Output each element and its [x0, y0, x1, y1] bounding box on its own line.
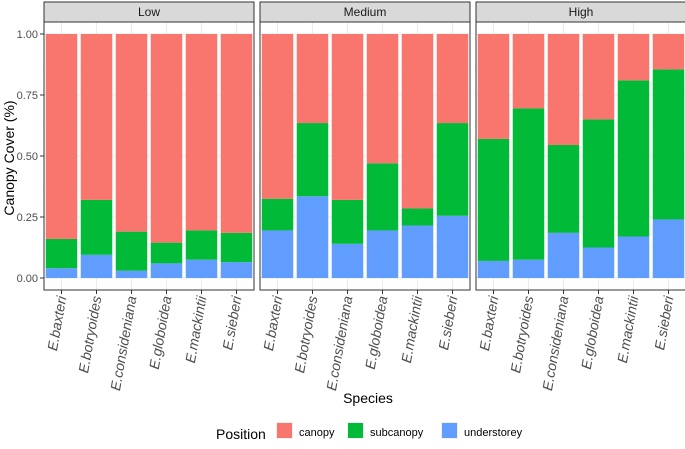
x-tick-label: E.baxteri: [44, 294, 70, 352]
bar-canopy-ebaxteri: [477, 34, 510, 139]
bar-understorey-emackintii: [185, 259, 218, 278]
legend-label-subcanopy: subcanopy: [370, 427, 424, 439]
bar-canopy-ebaxteri: [45, 34, 78, 239]
panel-border: [259, 21, 471, 291]
bar-canopy-ebotryoides: [80, 34, 113, 200]
bar-subcanopy-ebaxteri: [477, 138, 510, 261]
x-tick-label: E.baxteri: [260, 294, 286, 352]
facet-panel-medium: Medium E.baxteri E.botryoides E.considenian…: [259, 1, 471, 392]
y-axis-label: Canopy Cover (%): [1, 100, 17, 215]
x-axis-label: Species: [343, 390, 393, 406]
bar-subcanopy-ebotryoides: [296, 123, 329, 197]
bar-understorey-econsideniana: [547, 232, 580, 278]
bar-subcanopy-egloboidea: [366, 163, 399, 231]
bar-understorey-emackintii: [401, 225, 434, 278]
facet-strip-label: High: [569, 5, 594, 19]
x-tick-label: E.consideniana: [323, 295, 355, 392]
bar-canopy-emackintii: [617, 34, 650, 81]
legend-key-understorey: [442, 423, 457, 438]
x-tick-label: E.sieberi: [651, 294, 676, 351]
legend: Position canopy subcanopy understorey: [216, 422, 523, 442]
x-tick-label: E.globoidea: [146, 295, 175, 371]
x-tick-label: E.mackintii: [614, 294, 642, 364]
legend-key-subcanopy: [348, 423, 363, 438]
bar-canopy-esieberi: [436, 34, 469, 124]
bar-subcanopy-egloboidea: [582, 119, 615, 248]
bar-subcanopy-ebaxteri: [45, 238, 78, 269]
x-tick-label: E.globoidea: [362, 295, 391, 371]
bar-subcanopy-ebotryoides: [512, 108, 545, 260]
x-tick-label: E.botryoides: [291, 295, 320, 374]
bar-understorey-esieberi: [652, 219, 685, 278]
y-tick-label: 0.75: [17, 90, 38, 102]
bar-subcanopy-emackintii: [617, 80, 650, 237]
bar-canopy-esieberi: [220, 34, 253, 233]
bar-canopy-ebotryoides: [512, 34, 545, 109]
facet-strip-label: Low: [138, 5, 160, 19]
bar-subcanopy-ebotryoides: [80, 199, 113, 255]
bar-subcanopy-egloboidea: [150, 242, 183, 264]
y-tick-label: 0.25: [17, 212, 38, 224]
legend-key-canopy: [277, 423, 292, 438]
legend-title: Position: [216, 426, 266, 442]
x-tick-label: E.sieberi: [435, 294, 460, 351]
bar-canopy-esieberi: [652, 34, 685, 70]
facet-strip-label: Medium: [344, 5, 387, 19]
bar-understorey-esieberi: [436, 215, 469, 278]
bar-understorey-ebotryoides: [80, 254, 113, 278]
panel-border: [475, 21, 685, 291]
x-tick-label: E.sieberi: [219, 294, 244, 351]
bar-subcanopy-econsideniana: [115, 231, 148, 271]
bar-subcanopy-emackintii: [185, 230, 218, 260]
bar-understorey-esieberi: [220, 262, 253, 278]
bar-understorey-ebaxteri: [261, 230, 294, 278]
bar-canopy-egloboidea: [582, 34, 615, 120]
bar-understorey-ebaxteri: [477, 260, 510, 278]
bar-canopy-econsideniana: [547, 34, 580, 146]
y-tick-label: 0.50: [17, 151, 38, 163]
bar-canopy-emackintii: [401, 34, 434, 209]
bar-subcanopy-esieberi: [652, 69, 685, 220]
x-tick-label: E.consideniana: [539, 295, 571, 392]
bar-understorey-egloboidea: [582, 247, 615, 278]
x-tick-label: E.botryoides: [507, 295, 536, 374]
x-tick-label: E.globoidea: [578, 295, 607, 371]
bar-understorey-econsideniana: [115, 270, 148, 278]
legend-label-understorey: understorey: [464, 427, 523, 439]
bar-subcanopy-ebaxteri: [261, 198, 294, 231]
bar-understorey-egloboidea: [150, 263, 183, 278]
legend-label-canopy: canopy: [299, 427, 335, 439]
bar-understorey-ebotryoides: [296, 196, 329, 278]
bar-canopy-ebotryoides: [296, 34, 329, 124]
bar-canopy-egloboidea: [366, 34, 399, 164]
bar-canopy-econsideniana: [115, 34, 148, 232]
bar-understorey-emackintii: [617, 236, 650, 278]
bar-canopy-egloboidea: [150, 34, 183, 243]
y-tick-label: 0.00: [17, 273, 38, 285]
bar-subcanopy-emackintii: [401, 208, 434, 226]
bar-canopy-econsideniana: [331, 34, 364, 200]
x-tick-label: E.mackintii: [182, 294, 210, 364]
x-tick-label: E.botryoides: [75, 295, 104, 374]
x-tick-label: E.baxteri: [476, 294, 502, 352]
y-tick-label: 1.00: [17, 29, 38, 41]
bar-subcanopy-econsideniana: [331, 199, 364, 244]
x-tick-label: E.consideniana: [107, 295, 139, 392]
bar-subcanopy-esieberi: [220, 232, 253, 263]
bar-understorey-ebotryoides: [512, 259, 545, 278]
bar-understorey-egloboidea: [366, 230, 399, 278]
bar-canopy-emackintii: [185, 34, 218, 231]
bar-understorey-ebaxteri: [45, 268, 78, 278]
x-tick-label: E.mackintii: [398, 294, 426, 364]
bar-understorey-econsideniana: [331, 243, 364, 278]
bar-canopy-ebaxteri: [261, 34, 294, 199]
bar-subcanopy-esieberi: [436, 123, 469, 216]
bar-subcanopy-econsideniana: [547, 145, 580, 233]
